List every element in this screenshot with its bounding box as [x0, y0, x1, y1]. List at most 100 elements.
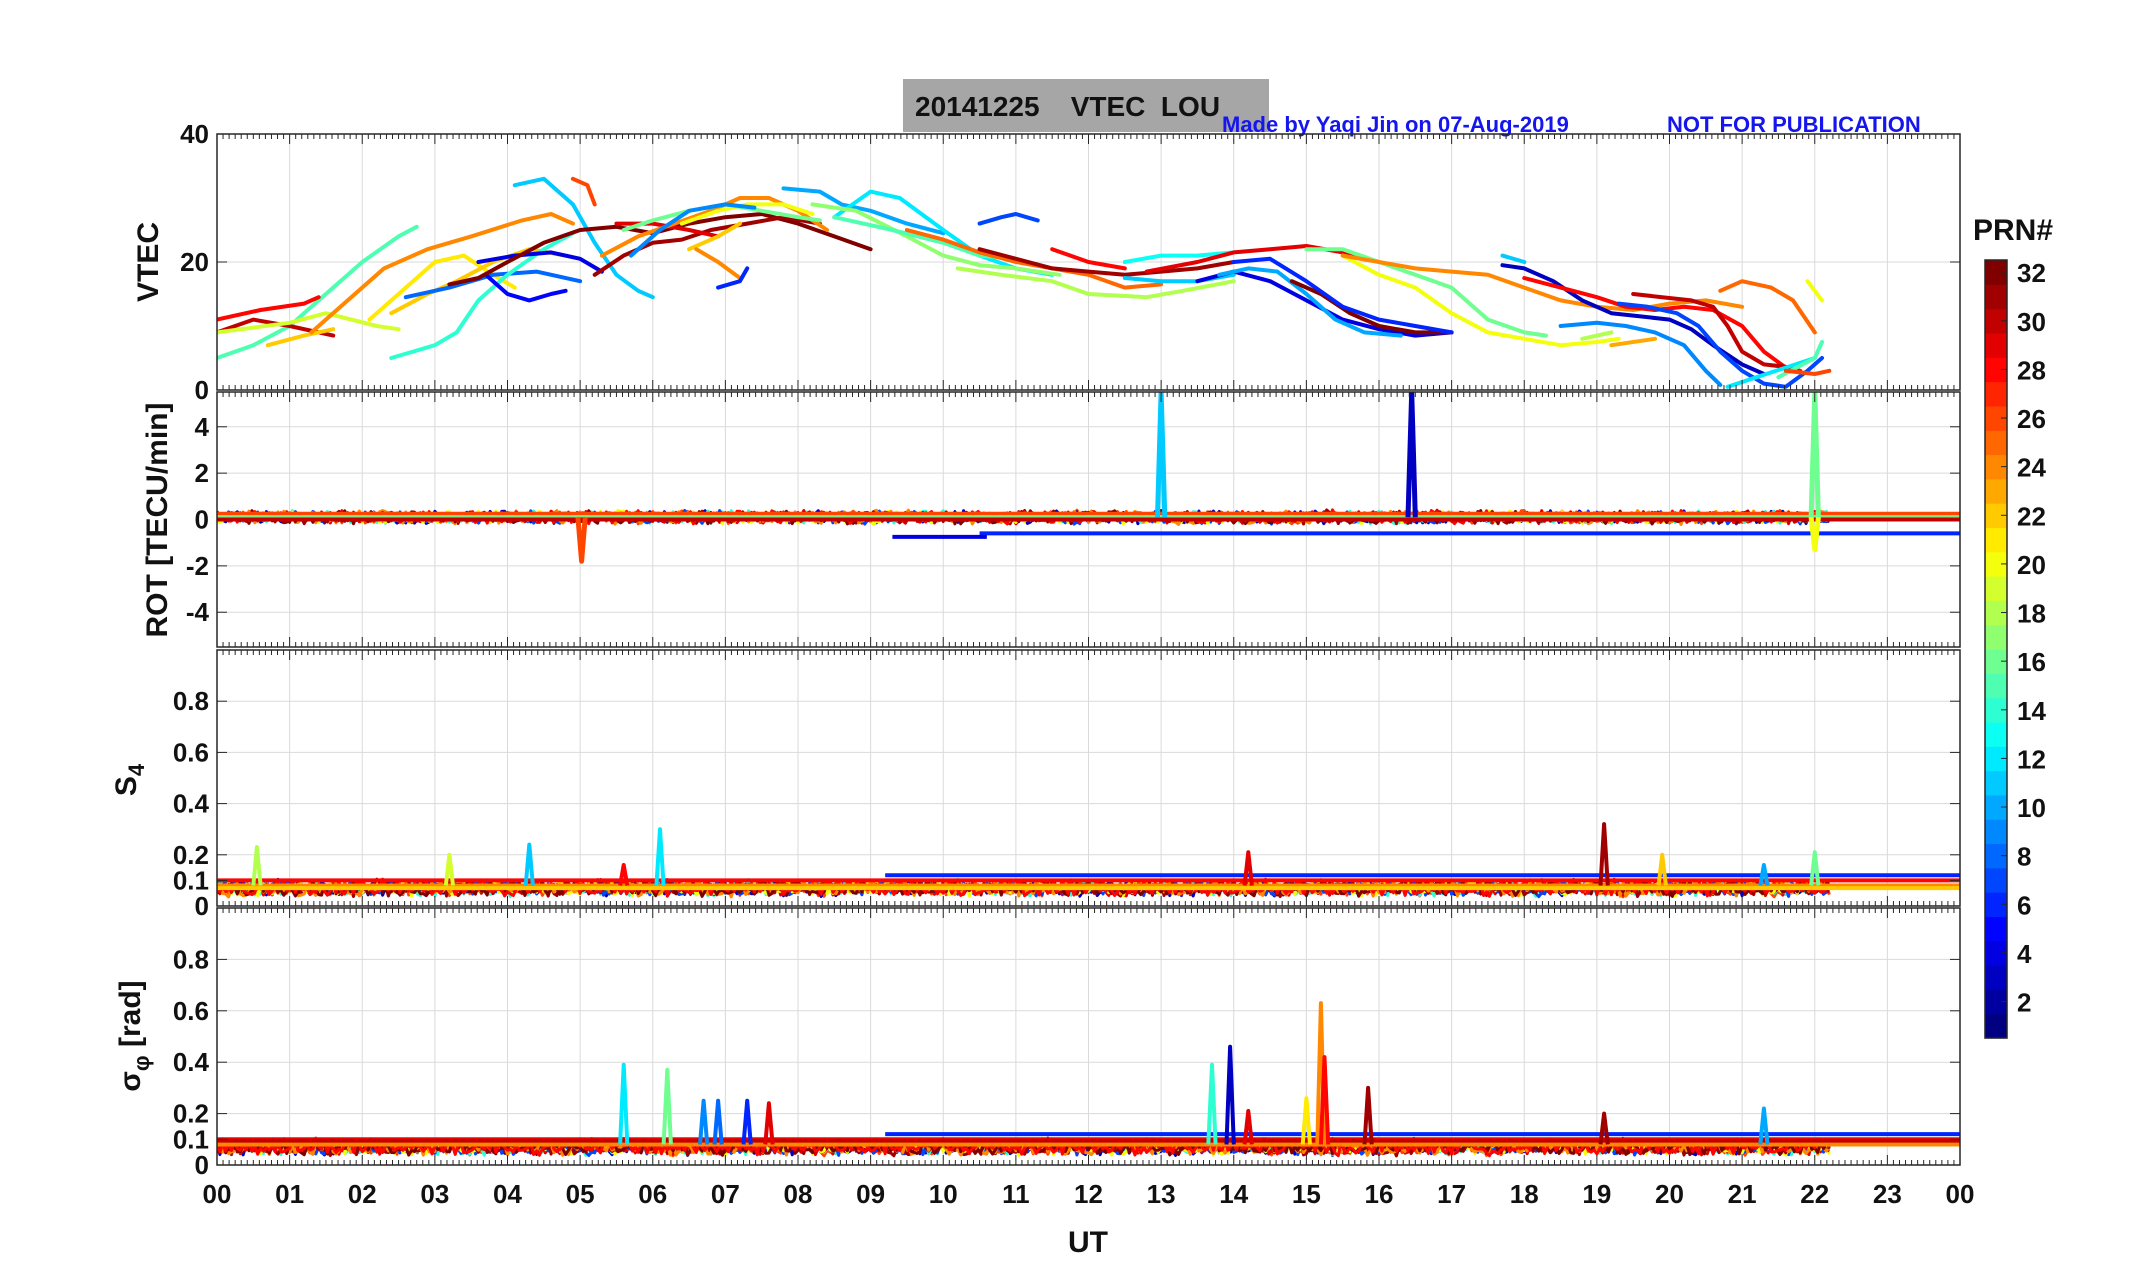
- vtec-series-prn-32: [1289, 279, 1454, 335]
- x-tick-label: 21: [1728, 1179, 1757, 1209]
- vtec-ytick-label: 40: [180, 119, 209, 149]
- s4-ytick-label: 0.2: [173, 840, 209, 870]
- vtec-series-prn-7: [977, 212, 1040, 226]
- colorbar-swatch-prn-5: [1985, 916, 2007, 942]
- rot-plot-area: [217, 392, 1960, 564]
- colorbar-tick-label: 28: [2017, 355, 2046, 385]
- s4-panel: 00.10.2 0.4 0.6 0.8: [173, 649, 1961, 921]
- rot-ytick-label: 2: [195, 458, 209, 488]
- x-tick-label: 05: [566, 1179, 595, 1209]
- x-tick-label: 07: [711, 1179, 740, 1209]
- colorbar-tick-label: 8: [2017, 842, 2031, 872]
- vtec-series-prn-20: [1805, 279, 1824, 303]
- vtec-series-prn-23: [1609, 336, 1657, 348]
- s4-ytick-label: 0.8: [173, 686, 209, 716]
- sigma-ytick-label: 0.8: [173, 944, 209, 974]
- x-tick-label: 22: [1800, 1179, 1829, 1209]
- vtec-ytick-label: 0: [195, 375, 209, 405]
- sigma-ticks: [216, 908, 1961, 1166]
- x-tick-label: 13: [1147, 1179, 1176, 1209]
- x-tick-label: 15: [1292, 1179, 1321, 1209]
- vtec-series-prn-10: [781, 186, 946, 236]
- vtec-series-prn-4: [476, 250, 604, 274]
- colorbar-swatch-prn-3: [1985, 965, 2007, 990]
- x-tick-label: 23: [1873, 1179, 1902, 1209]
- colorbar-tick-label: 26: [2017, 404, 2046, 434]
- s4-ytick-label: 0: [195, 891, 209, 921]
- colorbar-swatch-prn-16: [1985, 649, 2007, 674]
- s4-spike-prn-18: [251, 845, 263, 886]
- x-tick-label: 08: [784, 1179, 813, 1209]
- colorbar-swatch-prn-9: [1985, 819, 2007, 845]
- colorbar-swatch-prn-30: [1985, 308, 2007, 334]
- rot-spike-prn-3: [1405, 392, 1418, 518]
- colorbar-tick-label: 32: [2017, 258, 2046, 288]
- vtec-series-prn-24: [309, 212, 575, 335]
- vtec-series-prn-6: [716, 266, 750, 290]
- x-tick-label: 20: [1655, 1179, 1684, 1209]
- s4-ytick-label: 0.1: [173, 865, 209, 895]
- vtec-series-prn-14: [389, 231, 575, 360]
- vtec-panel: 0 20 40: [180, 119, 1961, 405]
- colorbar-swatch-prn-12: [1985, 746, 2007, 772]
- colorbar-swatch-prn-18: [1985, 600, 2007, 626]
- colorbar-swatch-prn-6: [1985, 892, 2007, 918]
- sigma-plot-area: [217, 1001, 1960, 1158]
- colorbar-tick-label: 2: [2017, 988, 2031, 1018]
- sigma-ytick-label: 0.2: [173, 1099, 209, 1129]
- sigma-spike-prn-6: [741, 1098, 753, 1145]
- colorbar-title: PRN#: [1973, 214, 2053, 247]
- colorbar-swatch-prn-7: [1985, 867, 2007, 893]
- colorbar-swatch-prn-28: [1985, 357, 2007, 383]
- vtec-series-prn-24: [1340, 253, 1745, 312]
- sigma-ytick-label: 0: [195, 1150, 209, 1180]
- x-tick-label: 14: [1219, 1179, 1248, 1209]
- s4-spike-prn-19: [443, 852, 455, 886]
- colorbar-swatch-prn-2: [1985, 989, 2007, 1015]
- sigma-spike-prn-12: [618, 1062, 630, 1145]
- s4-ytick-label: 0.4: [173, 789, 210, 819]
- s4-axis-label: S4: [110, 763, 149, 796]
- x-tick-label: 00: [203, 1179, 232, 1209]
- colorbar-tick-label: 24: [2017, 453, 2046, 483]
- s4-plot-area: [217, 822, 1960, 899]
- colorbar-swatch-prn-25: [1985, 430, 2007, 456]
- vtec-ytick-label: 20: [180, 247, 209, 277]
- sigma-spike-prn-28: [1318, 1055, 1331, 1145]
- x-tick-label: 04: [493, 1179, 522, 1209]
- s4-spike-prn-28: [618, 863, 630, 886]
- colorbar-swatch-prn-10: [1985, 794, 2007, 820]
- vtec-series-prn-31: [592, 215, 822, 277]
- vtec-axis-label: VTEC: [132, 222, 165, 302]
- colorbar-swatch-prn-11: [1985, 770, 2007, 796]
- sigma-ytick-label: 0.6: [173, 996, 209, 1026]
- colorbar-swatch-prn-4: [1985, 940, 2007, 966]
- colorbar-frame: [1984, 259, 2008, 1039]
- x-tick-label: 17: [1437, 1179, 1466, 1209]
- vtec-series-prn-20: [679, 202, 815, 226]
- vtec-series-prn-30: [1631, 292, 1795, 370]
- colorbar-swatch-prn-8: [1985, 843, 2007, 869]
- x-tick-label: 12: [1074, 1179, 1103, 1209]
- colorbar-swatch-prn-20: [1985, 551, 2007, 577]
- colorbar-swatch-prn-22: [1985, 503, 2007, 529]
- sigma-spike-prn-10: [1758, 1106, 1770, 1145]
- rot-ytick-label: 0: [195, 505, 209, 535]
- x-tick-label: 06: [638, 1179, 667, 1209]
- x-tick-label: 00: [1946, 1179, 1975, 1209]
- vtec-series-prn-29: [1144, 244, 1381, 274]
- s4-spike-prn-12: [654, 827, 666, 886]
- s4-spike-prn-31: [1598, 822, 1610, 886]
- colorbar-swatch-prn-29: [1985, 332, 2007, 358]
- s4-spike-prn-29: [1242, 850, 1254, 886]
- sigma-ytick-label: 0.4: [173, 1047, 210, 1077]
- s4-grid: [217, 650, 1960, 907]
- x-axis-label: UT: [1068, 1226, 1108, 1259]
- x-tick-label: 11: [1002, 1179, 1030, 1209]
- vtec-series-prn-9: [1558, 320, 1723, 387]
- vtec-series-prn-28: [1522, 276, 1803, 373]
- colorbar-tick-label: 10: [2017, 793, 2046, 823]
- vtec-series-prn-19: [217, 311, 401, 335]
- sigma-spike-prn-3: [1224, 1044, 1236, 1145]
